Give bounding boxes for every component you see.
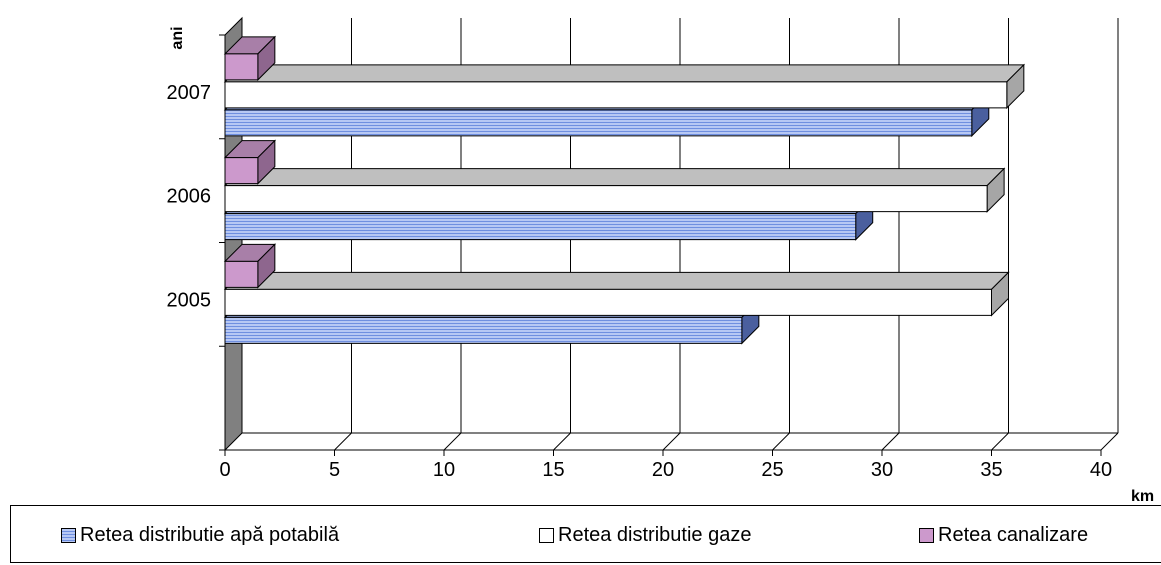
floor-grid-line — [772, 432, 790, 451]
x-tick-label: 30 — [871, 459, 893, 481]
x-tick-label: 15 — [542, 459, 564, 481]
x-tick-label: 0 — [219, 459, 230, 481]
legend-label-water: Retea distributie apă potabilă — [80, 524, 340, 546]
floor-grid-line — [1100, 432, 1119, 451]
bar-top — [223, 271, 1010, 290]
floor-grid-line — [334, 432, 352, 451]
legend-item-sewer: Retea canalizare — [919, 524, 1088, 547]
x-tick-label: 5 — [329, 459, 340, 481]
y-tick-label: 2006 — [167, 186, 212, 208]
y-tick-label: 2007 — [167, 82, 212, 104]
bar — [224, 53, 259, 81]
legend-item-water: Retea distributie apă potabilă — [61, 524, 339, 547]
legend-item-gas: Retea distributie gaze — [539, 524, 751, 547]
y-tick-label: 2005 — [167, 289, 212, 311]
floor-grid-line — [443, 432, 462, 451]
floor-grid-line — [662, 432, 681, 451]
bar-top — [223, 64, 1026, 83]
x-tick-label: 35 — [980, 459, 1002, 481]
x-tick-label: 25 — [761, 459, 783, 481]
floor-grid-line — [881, 432, 900, 451]
bar — [224, 157, 259, 185]
bar — [224, 288, 992, 316]
bar — [224, 81, 1008, 109]
x-tick-label: 20 — [652, 459, 674, 481]
axis-layer: 0 5 10 15 20 25 30 35 40 2005 2006 2007 — [167, 34, 1112, 481]
x-axis-title: km — [1131, 488, 1154, 505]
legend-swatch-water — [61, 528, 76, 543]
x-tick-label: 10 — [433, 459, 455, 481]
x-tick-label: 40 — [1090, 459, 1112, 481]
legend-label-sewer: Retea canalizare — [938, 524, 1089, 546]
bar — [224, 185, 988, 213]
legend-label-gas: Retea distributie gaze — [558, 524, 752, 546]
bar-series — [223, 35, 1026, 345]
bar-chart: 0 5 10 15 20 25 30 35 40 2005 2006 2007 ani km — [167, 16, 1154, 505]
floor-grid-line — [553, 432, 571, 451]
legend-swatch-gas — [539, 528, 554, 543]
legend: Retea distributie apă potabilă Retea dis… — [10, 505, 1161, 563]
y-axis-title: ani — [169, 26, 186, 49]
legend-swatch-sewer — [919, 528, 934, 543]
bar — [224, 109, 973, 137]
bar — [224, 260, 259, 288]
bar — [224, 316, 743, 344]
bar-top — [223, 168, 1006, 187]
floor-grid-line — [991, 432, 1009, 451]
bar — [224, 213, 857, 241]
